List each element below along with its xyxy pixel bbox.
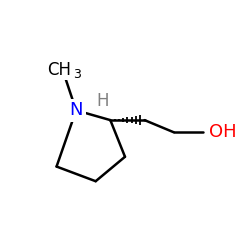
Text: CH: CH [47,61,71,79]
Text: OH: OH [209,123,237,141]
Text: N: N [69,101,83,119]
Text: H: H [97,92,109,110]
Text: 3: 3 [74,68,81,82]
